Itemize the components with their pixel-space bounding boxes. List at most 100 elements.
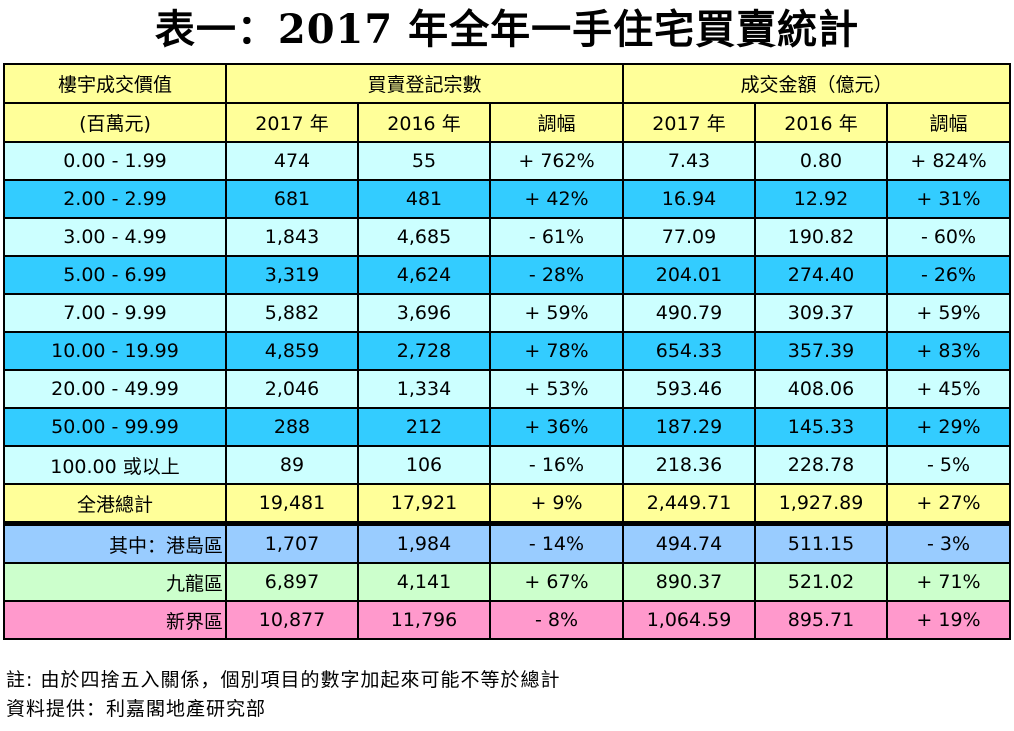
table-row: 50.00 - 99.99 288 212 + 36% 187.29 145.3… [3,407,1012,447]
value-change-cell: + 29% [885,407,1012,447]
transaction-table: 樓宇成交價值 買賣登記宗數 成交金額（億元） (百萬元) 2017 年 2016… [3,63,1012,640]
value-change-cell: - 3% [885,522,1012,564]
value-2016-cell: 190.82 [754,217,888,257]
price-range-cell: 20.00 - 49.99 [3,369,227,409]
count-change-cell: + 59% [489,293,624,333]
value-2017-cell: 218.36 [622,445,756,485]
value-change-cell: + 71% [885,562,1012,602]
value-2017-cell: 890.37 [622,562,756,602]
price-range-cell: 3.00 - 4.99 [3,217,227,257]
count-2017-cell: 4,859 [225,331,359,371]
value-2017-cell: 204.01 [622,255,756,295]
price-range-cell: 100.00 或以上 [3,445,227,485]
value-change-cell: - 60% [885,217,1012,257]
table-row: 5.00 - 6.99 3,319 4,624 - 28% 204.01 274… [3,255,1012,295]
value-change-cell: + 19% [885,600,1012,640]
region-row-new-territories: 新界區 10,877 11,796 - 8% 1,064.59 895.71 +… [3,600,1012,640]
header-registration-count: 買賣登記宗數 [225,63,624,104]
value-2017-cell: 187.29 [622,407,756,447]
value-change-cell: - 26% [885,255,1012,295]
count-change-cell: - 28% [489,255,624,295]
count-2016-cell: 11,796 [357,600,491,640]
count-change-cell: + 36% [489,407,624,447]
region-label: 新界區 [3,600,227,640]
header-transaction-value: 成交金額（億元） [621,63,1012,104]
count-change-cell: + 78% [489,331,624,371]
count-change-cell: + 67% [489,562,624,602]
value-2016-cell: 12.92 [754,179,888,219]
value-change-cell: + 83% [885,331,1012,371]
price-range-cell: 5.00 - 6.99 [3,255,227,295]
price-range-cell: 7.00 - 9.99 [3,293,227,333]
value-change-cell: + 824% [885,141,1012,181]
table-row: 7.00 - 9.99 5,882 3,696 + 59% 490.79 309… [3,293,1012,333]
value-2016-cell: 408.06 [754,369,888,409]
value-2017-cell: 7.43 [622,141,756,181]
header-count-2016: 2016 年 [357,102,491,143]
header-price-range: 樓宇成交價值 [3,63,227,104]
value-2016-cell: 274.40 [754,255,888,295]
value-change-cell: + 31% [885,179,1012,219]
count-2016-cell: 4,624 [357,255,491,295]
value-2016-cell: 145.33 [754,407,888,447]
price-range-cell: 0.00 - 1.99 [3,141,227,181]
count-2016-cell: 1,984 [357,522,491,564]
value-2017-cell: 77.09 [622,217,756,257]
count-2017-cell: 10,877 [225,600,359,640]
value-change-cell: + 27% [885,483,1012,526]
price-range-cell: 2.00 - 2.99 [3,179,227,219]
rounding-note: 註: 由於四捨五入關係，個別項目的數字加起來可能不等於總計 [6,669,561,691]
total-row: 全港總計 19,481 17,921 + 9% 2,449.71 1,927.8… [3,483,1012,526]
value-2017-cell: 494.74 [622,522,756,564]
header-count-change: 調幅 [489,102,624,143]
footnotes: 註: 由於四捨五入關係，個別項目的數字加起來可能不等於總計 資料提供：利嘉閣地產… [6,666,560,724]
header-value-2016: 2016 年 [754,102,888,143]
value-2017-cell: 654.33 [622,331,756,371]
region-row-kowloon: 九龍區 6,897 4,141 + 67% 890.37 521.02 + 71… [3,562,1012,602]
count-2017-cell: 6,897 [225,562,359,602]
price-range-cell: 50.00 - 99.99 [3,407,227,447]
value-2016-cell: 309.37 [754,293,888,333]
table-row: 20.00 - 49.99 2,046 1,334 + 53% 593.46 4… [3,369,1012,409]
count-2017-cell: 1,707 [225,522,359,564]
count-change-cell: - 61% [489,217,624,257]
value-2016-cell: 0.80 [754,141,888,181]
count-2017-cell: 681 [225,179,359,219]
count-2016-cell: 2,728 [357,331,491,371]
header-value-change: 調幅 [885,102,1012,143]
value-2016-cell: 228.78 [754,445,888,485]
table-row: 0.00 - 1.99 474 55 + 762% 7.43 0.80 + 82… [3,141,1012,181]
value-2016-cell: 521.02 [754,562,888,602]
value-change-cell: + 45% [885,369,1012,409]
value-2017-cell: 16.94 [622,179,756,219]
count-change-cell: - 8% [489,600,624,640]
header-row-1: 樓宇成交價值 買賣登記宗數 成交金額（億元） [3,63,1012,104]
count-2016-cell: 212 [357,407,491,447]
count-2016-cell: 17,921 [357,483,491,526]
count-2016-cell: 1,334 [357,369,491,409]
header-count-2017: 2017 年 [225,102,359,143]
value-2017-cell: 490.79 [622,293,756,333]
value-2016-cell: 1,927.89 [754,483,888,526]
value-2016-cell: 511.15 [754,522,888,564]
count-change-cell: + 9% [489,483,624,526]
value-2016-cell: 895.71 [754,600,888,640]
count-change-cell: + 53% [489,369,624,409]
header-row-2: (百萬元) 2017 年 2016 年 調幅 2017 年 2016 年 調幅 [3,102,1012,143]
value-2016-cell: 357.39 [754,331,888,371]
count-2017-cell: 1,843 [225,217,359,257]
count-change-cell: - 16% [489,445,624,485]
count-2016-cell: 481 [357,179,491,219]
count-2017-cell: 5,882 [225,293,359,333]
count-2016-cell: 106 [357,445,491,485]
page-title: 表一：2017 年全年一手住宅買賣統計 [154,6,860,53]
value-2017-cell: 2,449.71 [622,483,756,526]
count-2017-cell: 19,481 [225,483,359,526]
table-row: 100.00 或以上 89 106 - 16% 218.36 228.78 - … [3,445,1012,485]
count-2017-cell: 3,319 [225,255,359,295]
count-change-cell: - 14% [489,522,624,564]
value-change-cell: + 59% [885,293,1012,333]
count-2017-cell: 474 [225,141,359,181]
header-price-unit: (百萬元) [3,102,227,143]
table-row: 10.00 - 19.99 4,859 2,728 + 78% 654.33 3… [3,331,1012,371]
